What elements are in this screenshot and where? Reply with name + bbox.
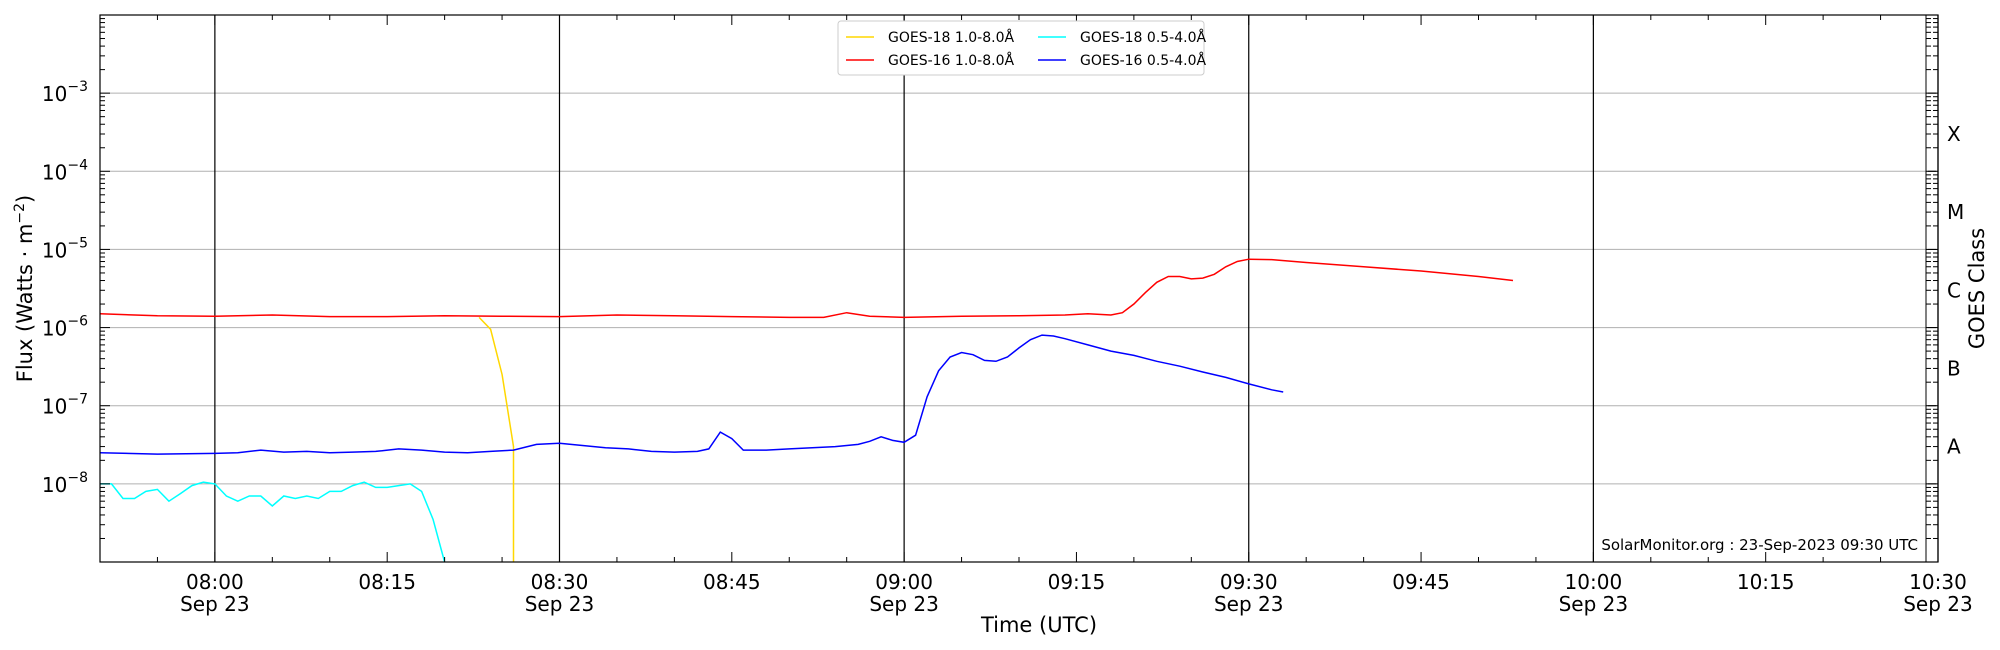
goes-class-label: M xyxy=(1947,200,1964,224)
x-tick-label: 08:30 xyxy=(531,570,589,594)
y-tick-base: 10 xyxy=(42,238,67,262)
y-tick-exponent: −6 xyxy=(67,314,88,330)
credit-text: SolarMonitor.org : 23-Sep-2023 09:30 UTC xyxy=(1601,536,1918,554)
y-tick-label: 10−3 xyxy=(42,79,88,106)
x-tick-label: 10:00 xyxy=(1565,570,1623,594)
legend-label: GOES-18 1.0-8.0Å xyxy=(888,29,1014,46)
y-tick-base: 10 xyxy=(42,82,67,106)
legend-label: GOES-18 0.5-4.0Å xyxy=(1080,29,1206,46)
x-axis-title: Time (UTC) xyxy=(980,613,1097,637)
x-tick-date-label: Sep 23 xyxy=(1559,592,1629,616)
y-tick-base: 10 xyxy=(42,473,67,497)
y-tick-base: 10 xyxy=(42,395,67,419)
y-tick-label: 10−5 xyxy=(42,235,88,262)
y-tick-label: 10−6 xyxy=(42,314,88,341)
series-layer xyxy=(99,258,1514,563)
goes-class-label: X xyxy=(1947,122,1961,146)
x-tick-date-label: Sep 23 xyxy=(1214,592,1284,616)
x-tick-label: 09:30 xyxy=(1220,570,1278,594)
x-tick-label: 08:15 xyxy=(358,570,416,594)
y-tick-label: 10−8 xyxy=(42,470,88,497)
y-tick-base: 10 xyxy=(42,160,67,184)
x-tick-date-label: Sep 23 xyxy=(525,592,595,616)
legend-box xyxy=(837,20,1205,76)
x-tick-date-label: Sep 23 xyxy=(1903,592,1973,616)
x-tick-date-label: Sep 23 xyxy=(180,592,250,616)
y-axis-title-main: Flux (Watts · m xyxy=(13,224,37,383)
x-tick-label: 09:00 xyxy=(875,570,933,594)
goes-class-label: A xyxy=(1947,435,1961,459)
goes-class-axis-title: GOES Class xyxy=(1965,228,1989,349)
y-axis-title-close: ) xyxy=(13,195,37,203)
legend-label: GOES-16 0.5-4.0Å xyxy=(1080,52,1206,69)
x-tick-label: 10:15 xyxy=(1737,570,1795,594)
y-axis-title-exponent: −2 xyxy=(12,203,28,224)
series-line xyxy=(99,334,1284,455)
x-tick-date-label: Sep 23 xyxy=(869,592,939,616)
x-tick-label: 10:30 xyxy=(1909,570,1967,594)
series-line xyxy=(100,481,446,563)
ticks-layer xyxy=(99,15,1939,563)
legend-label: GOES-16 1.0-8.0Å xyxy=(888,52,1014,69)
y-tick-exponent: −4 xyxy=(67,157,88,173)
y-tick-exponent: −7 xyxy=(67,392,88,408)
series-line xyxy=(478,316,515,562)
y-tick-label: 10−7 xyxy=(42,392,88,419)
x-tick-label: 09:45 xyxy=(1392,570,1450,594)
legend: GOES-18 1.0-8.0Å GOES-16 1.0-8.0Å GOES-18 … xyxy=(837,20,1206,76)
goes-class-label: B xyxy=(1947,356,1961,380)
x-tick-label: 09:15 xyxy=(1048,570,1106,594)
y-tick-exponent: −8 xyxy=(67,470,88,486)
x-tick-label: 08:45 xyxy=(703,570,761,594)
y-tick-base: 10 xyxy=(42,317,67,341)
series-line xyxy=(99,258,1514,319)
y-axis-title: Flux (Watts · m−2) xyxy=(12,195,37,383)
y-tick-exponent: −3 xyxy=(67,79,88,95)
y-tick-exponent: −5 xyxy=(67,235,88,251)
x-tick-label: 08:00 xyxy=(186,570,244,594)
y-tick-label: 10−4 xyxy=(42,157,88,184)
goes-class-label: C xyxy=(1947,278,1961,302)
